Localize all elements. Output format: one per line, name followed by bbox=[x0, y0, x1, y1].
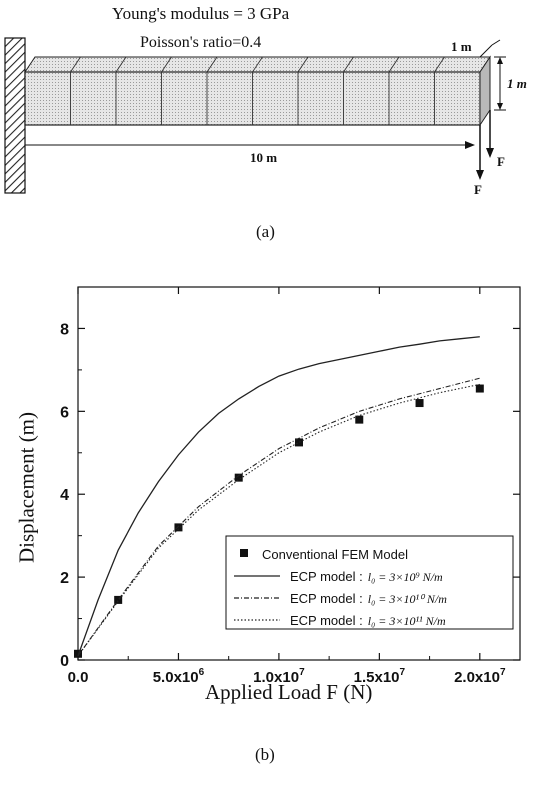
x-tick-exponent: 7 bbox=[400, 667, 406, 678]
x-axis-label: Applied Load F (N) bbox=[205, 680, 373, 704]
beam-divider-top bbox=[252, 56, 263, 73]
x-tick-label: 1.5x107 bbox=[354, 667, 406, 686]
legend-entry-label: ECP model : l₀ = 3×10¹⁰ N/m bbox=[290, 591, 447, 606]
series-layer bbox=[74, 336, 484, 658]
legend: Conventional FEM Model ECP model : l₀ = 3×… bbox=[234, 547, 447, 628]
axis-ticks bbox=[77, 287, 520, 661]
beam-divider-top bbox=[161, 56, 172, 73]
fixed-wall bbox=[4, 37, 26, 194]
poisson-ratio-label: Poisson's ratio=0.4 bbox=[140, 34, 262, 51]
chart-canvas: 0.0 5.0x106 1.0x107 1.5x107 2.0x107 0 2 4 6 8 Con… bbox=[60, 286, 521, 686]
y-axis-label: Displacement (m) bbox=[14, 411, 39, 564]
fem-data-point bbox=[475, 384, 484, 393]
x-tick-label: 1.0x107 bbox=[253, 667, 305, 686]
beam-schematic-drawing bbox=[4, 37, 506, 194]
width-dimension-label: 1 m bbox=[451, 39, 472, 54]
legend-entry-label: ECP model : l₀ = 3×10¹¹ N/m bbox=[290, 613, 446, 628]
y-tick-label: 4 bbox=[60, 487, 69, 504]
beam-divider-top bbox=[70, 56, 81, 73]
beam-divider-top bbox=[434, 56, 445, 73]
y-tick-label: 6 bbox=[60, 404, 69, 421]
fem-data-point bbox=[234, 473, 243, 482]
legend-box bbox=[225, 535, 514, 630]
beam-schematic: Young's modulus = 3 GPa Poisson's ratio=… bbox=[0, 0, 538, 250]
beam-element-dividers bbox=[70, 56, 445, 125]
x-tick-label: 0.0 bbox=[68, 669, 89, 686]
x-tick-label: 2.0x107 bbox=[454, 667, 506, 686]
x-tick-label: 5.0x106 bbox=[153, 667, 205, 686]
beam-divider-top bbox=[343, 56, 354, 73]
tick-labels: 0.0 5.0x106 1.0x107 1.5x107 2.0x107 0 2 4 6 8 bbox=[60, 321, 506, 686]
force-label-2: F bbox=[474, 182, 482, 197]
ecp-series-line-1 bbox=[77, 336, 480, 657]
youngs-modulus-label: Young's modulus = 3 GPa bbox=[112, 4, 290, 23]
plot-frame bbox=[77, 286, 521, 661]
legend-entry-math: l₀ = 3×10¹⁰ N/m bbox=[368, 592, 447, 606]
legend-entry-math: l₀ = 3×10⁹ N/m bbox=[368, 570, 443, 584]
length-dimension-label: 10 m bbox=[250, 150, 278, 165]
height-dimension-label: 1 m bbox=[507, 76, 527, 91]
beam-divider-top bbox=[297, 56, 309, 73]
fem-data-point bbox=[295, 438, 303, 447]
fem-data-point bbox=[355, 415, 364, 424]
beam-divider-top bbox=[206, 56, 218, 73]
x-tick-exponent: 7 bbox=[299, 667, 305, 678]
x-tick-exponent: 7 bbox=[500, 667, 506, 678]
displacement-chart: 0.0 5.0x106 1.0x107 1.5x107 2.0x107 0 2 4 6 8 Con… bbox=[0, 260, 538, 730]
force-label-1: F bbox=[497, 154, 505, 169]
beam-divider-top bbox=[388, 56, 400, 73]
y-tick-label: 2 bbox=[60, 570, 69, 587]
fem-data-point bbox=[415, 399, 424, 408]
fem-data-point bbox=[174, 523, 183, 532]
y-tick-label: 8 bbox=[60, 321, 69, 338]
fem-data-point bbox=[114, 595, 123, 604]
y-tick-label: 0 bbox=[60, 653, 69, 670]
x-tick-exponent: 6 bbox=[199, 667, 205, 678]
legend-entry-label: Conventional FEM Model bbox=[262, 547, 408, 562]
caption-a: (a) bbox=[256, 222, 275, 241]
beam-divider-top bbox=[115, 56, 127, 73]
legend-entry-math: l₀ = 3×10¹¹ N/m bbox=[368, 614, 446, 628]
ecp-series-line-3 bbox=[77, 383, 480, 657]
caption-b: (b) bbox=[255, 745, 275, 764]
legend-marker bbox=[240, 549, 248, 557]
ecp-series-line-2 bbox=[77, 377, 480, 657]
fem-data-point bbox=[74, 649, 82, 658]
